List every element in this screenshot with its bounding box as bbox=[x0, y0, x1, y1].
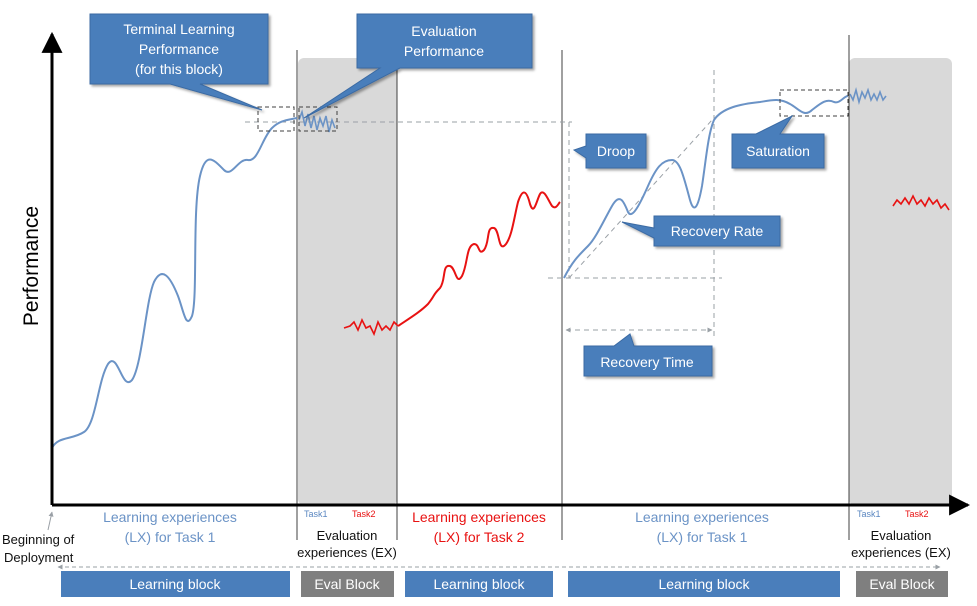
svg-text:Recovery Rate: Recovery Rate bbox=[671, 223, 764, 239]
eval1-label-line2: experiences (EX) bbox=[297, 545, 397, 560]
evaluation-callout-line1: Evaluation bbox=[411, 23, 476, 39]
recovery-time-callout: Recovery Time bbox=[583, 333, 713, 377]
lx-task1-again-label-line1: Learning experiences bbox=[635, 509, 769, 525]
eval1-task1-label: Task1 bbox=[304, 509, 328, 519]
eval2-label-line1: Evaluation bbox=[871, 528, 932, 543]
evaluation-performance-box bbox=[298, 106, 338, 132]
beginning-label-line1: Beginning of bbox=[2, 532, 75, 547]
eval-region-2 bbox=[849, 58, 952, 505]
droop-callout: Droop bbox=[572, 133, 647, 169]
eval2-label-line2: experiences (EX) bbox=[851, 545, 951, 560]
svg-text:Droop: Droop bbox=[597, 143, 635, 159]
eval-block-2: Eval Block bbox=[856, 571, 948, 597]
lx-task1-label-line1: Learning experiences bbox=[103, 509, 237, 525]
terminal-callout-line3: (for this block) bbox=[135, 61, 223, 77]
svg-text:Recovery Time: Recovery Time bbox=[600, 354, 694, 370]
terminal-learning-callout: Terminal Learning Performance (for this … bbox=[89, 13, 269, 111]
task2-learning-curve bbox=[397, 191, 561, 327]
task1-learning-curve-2 bbox=[563, 95, 849, 279]
terminal-callout-line2: Performance bbox=[139, 41, 219, 57]
eval2-task1-label: Task1 bbox=[857, 509, 881, 519]
lx-task2-label-line2: (LX) for Task 2 bbox=[434, 529, 525, 545]
evaluation-performance-callout: Evaluation Performance bbox=[303, 13, 533, 119]
task1-eval-squiggle-1 bbox=[298, 109, 336, 133]
evaluation-callout-line2: Performance bbox=[404, 43, 484, 59]
lx-task1-again-label-line2: (LX) for Task 1 bbox=[657, 529, 748, 545]
terminal-performance-box bbox=[257, 106, 295, 132]
eval1-task2-label: Task2 bbox=[352, 509, 376, 519]
learning-block-3: Learning block bbox=[568, 571, 840, 597]
task2-eval-squiggle-1 bbox=[343, 318, 399, 337]
eval1-label-line1: Evaluation bbox=[317, 528, 378, 543]
task1-learning-curve-1 bbox=[51, 117, 298, 449]
svg-text:Learning block: Learning block bbox=[658, 576, 750, 592]
eval-block-1: Eval Block bbox=[301, 571, 394, 597]
svg-text:Eval Block: Eval Block bbox=[314, 576, 380, 592]
beginning-label-line2: Deployment bbox=[4, 550, 74, 565]
task2-eval-squiggle-2 bbox=[892, 194, 950, 211]
lx-task1-label-line2: (LX) for Task 1 bbox=[125, 529, 216, 545]
terminal-callout-line1: Terminal Learning bbox=[123, 21, 234, 37]
svg-text:Saturation: Saturation bbox=[746, 143, 810, 159]
svg-text:Eval Block: Eval Block bbox=[869, 576, 935, 592]
learning-block-2: Learning block bbox=[405, 571, 553, 597]
recovery-rate-callout: Recovery Rate bbox=[621, 215, 781, 247]
saturation-box bbox=[779, 89, 849, 117]
y-axis-label: Performance bbox=[20, 206, 43, 326]
learning-block-1: Learning block bbox=[61, 571, 290, 597]
saturation-callout: Saturation bbox=[731, 114, 825, 169]
lx-task2-label-line1: Learning experiences bbox=[412, 509, 546, 525]
beginning-pointer bbox=[47, 511, 54, 531]
eval2-task2-label: Task2 bbox=[905, 509, 929, 519]
svg-text:Learning block: Learning block bbox=[433, 576, 525, 592]
svg-text:Learning block: Learning block bbox=[129, 576, 221, 592]
task1-eval-squiggle-2 bbox=[849, 86, 887, 106]
eval-region-1 bbox=[298, 58, 397, 505]
